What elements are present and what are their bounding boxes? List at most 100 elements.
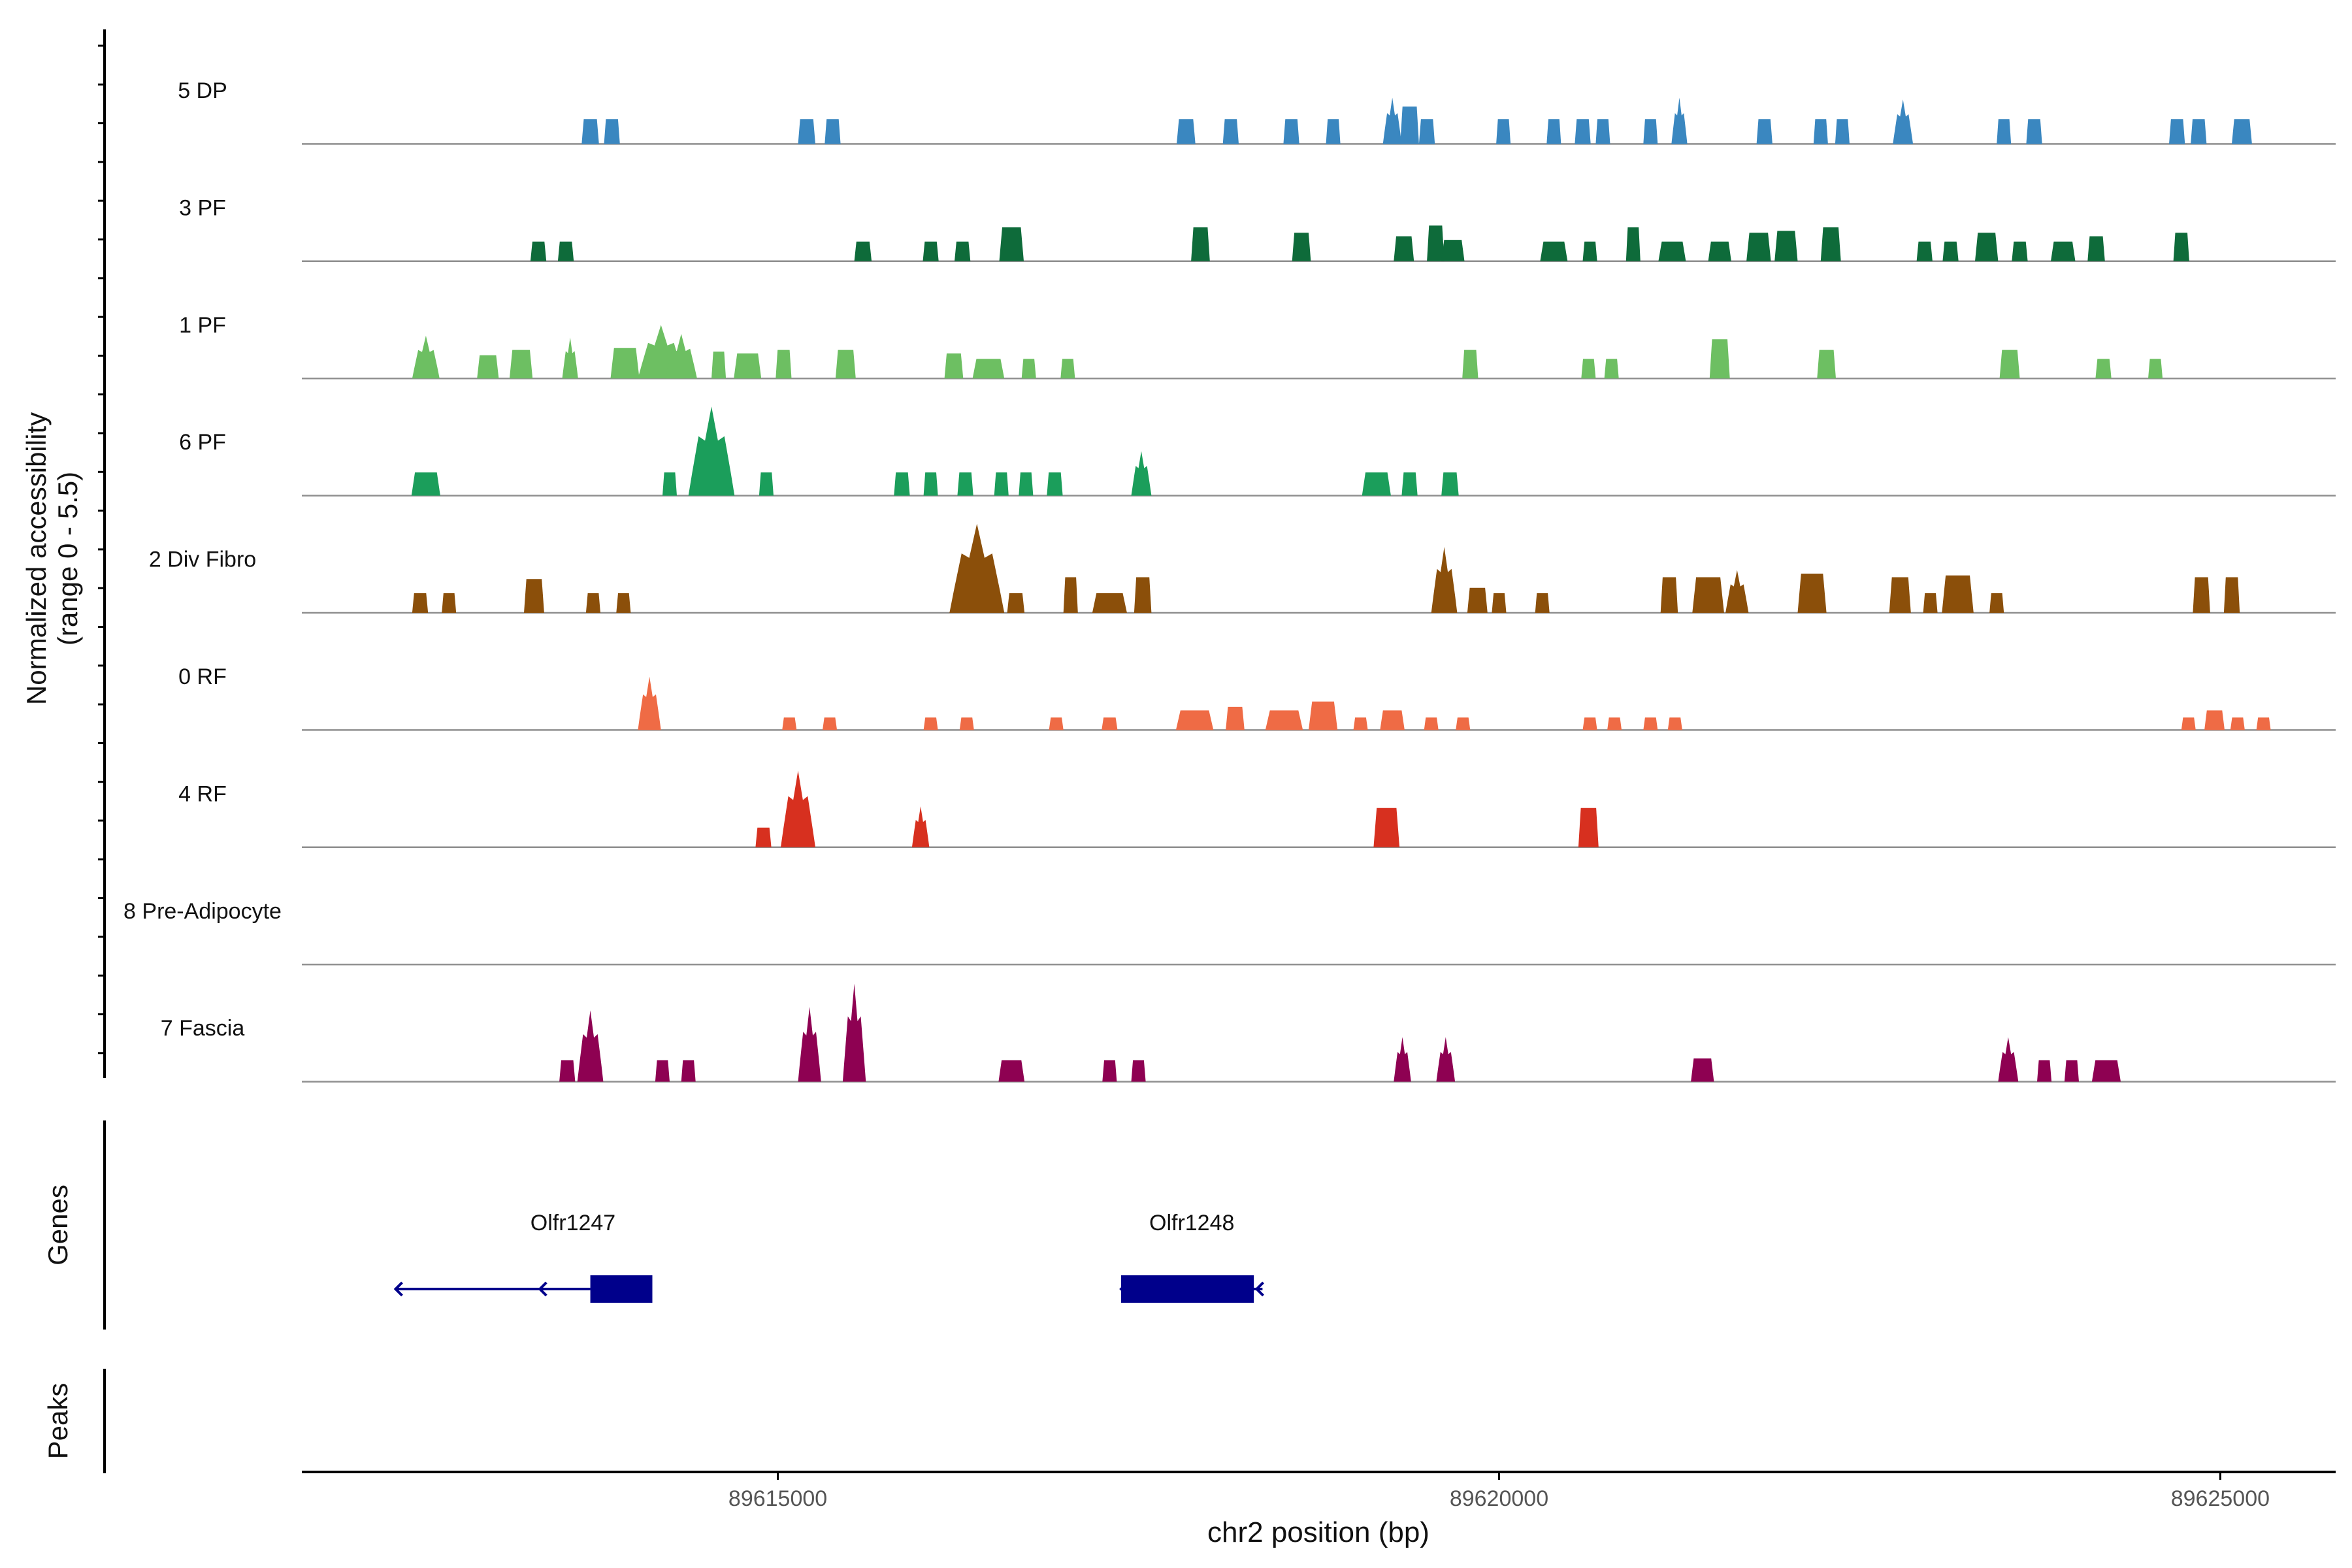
coverage-peak (911, 806, 930, 847)
coverage-peak (955, 241, 971, 261)
coverage-peak (994, 472, 1009, 496)
track-label: 6 PF (179, 430, 226, 455)
coverage-peak (1916, 241, 1933, 261)
coverage-peak (711, 351, 727, 379)
coverage-peak (1353, 717, 1368, 730)
coverage-peak (1400, 106, 1419, 144)
track-label: 2 Div Fibro (149, 547, 256, 572)
coverage-peak (1578, 808, 1599, 847)
coverage-peak (577, 1010, 604, 1082)
coverage-peak (1092, 593, 1127, 613)
coverage-peak (1746, 233, 1771, 261)
track-0-rf: 0 RF (178, 664, 2336, 731)
coverage-peak (509, 350, 533, 379)
coverage-peak (1975, 233, 1999, 261)
coverage-peak (1575, 119, 1591, 144)
coverage-peak (1265, 710, 1303, 730)
coverage-peak (1418, 119, 1435, 144)
coverage-peak (557, 241, 574, 261)
coverage-peak (1222, 119, 1239, 144)
coverage-peak (949, 523, 1005, 613)
coverage-peak (2148, 359, 2163, 379)
genes-panel-label: Genes (42, 1184, 73, 1266)
gene-strand-arrow (1254, 1281, 1264, 1297)
coverage-peak (2091, 1060, 2121, 1082)
coverage-peak (1660, 577, 1678, 613)
coverage-peak (1462, 350, 1478, 379)
coverage-peak (530, 241, 547, 261)
x-tick-label: 89620000 (1450, 1486, 1548, 1511)
gene-strand-arrow (393, 1281, 403, 1297)
coverage-peak (959, 717, 974, 730)
coverage-peak (1667, 717, 1682, 730)
x-axis-ticks: 89615000 89620000 89625000 (728, 1472, 2270, 1511)
coverage-peak (2181, 717, 2196, 730)
coverage-peak (2256, 717, 2271, 730)
coverage-peak (2230, 717, 2245, 730)
coverage-peak (998, 1060, 1025, 1082)
coverage-peak (1283, 119, 1299, 144)
coverage-peak (944, 353, 964, 379)
coverage-peak (1546, 119, 1561, 144)
coverage-peak (1007, 593, 1025, 613)
coverage-peak (923, 241, 939, 261)
coverage-peak (854, 241, 872, 261)
coverage-peak (2087, 236, 2105, 261)
x-axis-label: chr2 position (bp) (1207, 1516, 1429, 1548)
coverage-peak (1496, 119, 1511, 144)
coverage-peak (1226, 706, 1245, 730)
gene-label: Olfr1247 (531, 1211, 615, 1235)
coverage-peak (2173, 233, 2189, 261)
coverage-peak (1441, 472, 1459, 496)
coverage-peak (1102, 1060, 1117, 1082)
coverage-peak (835, 350, 856, 379)
coverage-peak (1047, 472, 1063, 496)
coverage-peak (2191, 119, 2207, 144)
coverage-peak (1893, 99, 1914, 144)
coverage-peak (923, 717, 938, 730)
track-label: 1 PF (179, 313, 226, 338)
coverage-peak (1401, 472, 1418, 496)
coverage-peak (1607, 717, 1622, 730)
coverage-peak (1102, 717, 1118, 730)
coverage-peak (1604, 359, 1619, 379)
coverage-peak (734, 353, 762, 379)
coverage-peak (1427, 225, 1445, 261)
coverage-peak (524, 579, 544, 613)
coverage-peak (412, 593, 429, 613)
coverage-peak (681, 1060, 696, 1082)
track-2-div-fibro: 2 Div Fibro (149, 523, 2336, 614)
coverage-peak (559, 1060, 576, 1082)
coverage-peak (999, 227, 1024, 261)
track-label: 5 DP (178, 78, 227, 103)
coverage-peak (1643, 717, 1658, 730)
coverage-peak (1540, 241, 1568, 261)
coverage-peak (1625, 227, 1641, 261)
coverage-peak (894, 472, 910, 496)
gene-label: Olfr1248 (1149, 1211, 1234, 1235)
gene-exon (590, 1275, 653, 1303)
coverage-peak (798, 1007, 821, 1082)
coverage-peak (2232, 119, 2252, 144)
coverage-peak (1535, 593, 1550, 613)
coverage-peak (1942, 575, 1974, 613)
x-tick-label: 89615000 (728, 1486, 827, 1511)
coverage-peak (957, 472, 973, 496)
coverage-peak (1382, 97, 1402, 144)
coverage-peak (638, 676, 661, 730)
track-label: 7 Fascia (161, 1016, 245, 1041)
track-3-pf: 3 PF (179, 195, 2336, 263)
coverage-peak (1431, 547, 1458, 613)
gene-strand-arrow (538, 1281, 547, 1297)
coverage-peak (2095, 359, 2112, 379)
coverage-peak (1658, 241, 1686, 261)
track-label: 4 RF (178, 781, 227, 806)
coverage-peak (1191, 227, 1210, 261)
coverage-peak (442, 593, 457, 613)
coverage-peak (1774, 231, 1798, 261)
coverage-peak (665, 334, 697, 379)
coverage-peak (1942, 241, 1959, 261)
coverage-peak (1436, 1037, 1456, 1082)
coverage-peak (655, 1060, 670, 1082)
coverage-peak (782, 717, 797, 730)
